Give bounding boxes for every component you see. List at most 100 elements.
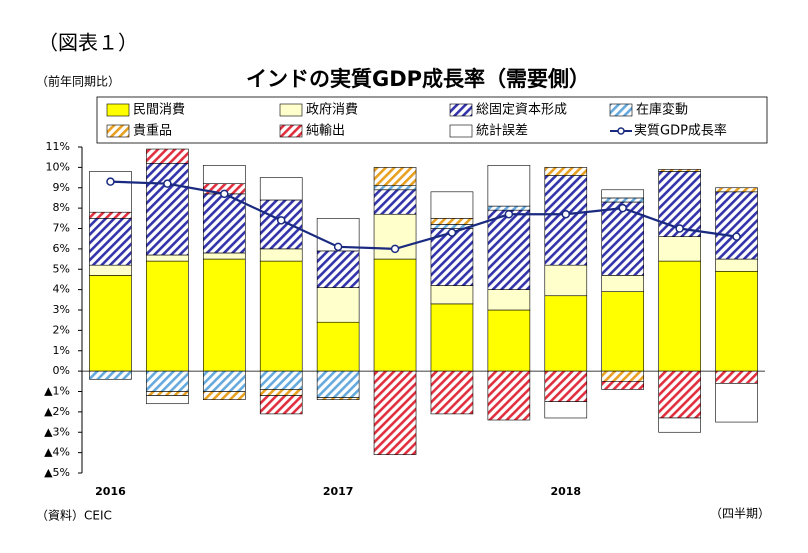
bar-segment (715, 258, 758, 272)
gdp-marker (618, 203, 627, 213)
y-tick-label: ▲2% (44, 405, 70, 418)
bar-segment (316, 287, 360, 323)
bar-segment (146, 395, 189, 405)
y-tick-label: 8% (53, 201, 70, 214)
y-tick-label: 1% (53, 344, 70, 357)
bar-segment (89, 218, 132, 266)
legend-label: 政府消費 (306, 103, 358, 118)
bar-segment (430, 303, 474, 372)
y-tick-label: 5% (53, 262, 70, 275)
legend-swatch (609, 103, 633, 117)
bar-segment (430, 191, 474, 219)
legend-label: 純輸出 (306, 124, 345, 139)
chart-title: インドの実質GDP成長率（需要側） (246, 67, 590, 91)
legend-label: 貴重品 (133, 123, 172, 139)
legend-swatch (279, 103, 303, 117)
bar-segment (544, 264, 588, 297)
bar-segment (544, 370, 588, 402)
bar-segment (544, 401, 588, 419)
bar-segment (601, 291, 645, 372)
y-tick-label: ▲5% (44, 466, 70, 479)
bar-segment (146, 148, 189, 164)
bar-segment (715, 187, 758, 193)
bar-segment (715, 370, 758, 384)
y-tick-label: 2% (53, 323, 70, 336)
x-tick-label: 2016 (95, 485, 126, 498)
bar-segment (487, 209, 531, 290)
gdp-marker (220, 189, 229, 199)
x-tick-label: 2017 (323, 485, 354, 498)
legend-swatch (449, 103, 473, 117)
bar-segment (373, 370, 417, 455)
bar-segment (658, 370, 701, 419)
bar-segment (89, 275, 132, 372)
gdp-marker (106, 177, 115, 186)
y-tick-label: 7% (53, 222, 70, 235)
bar-segment (430, 370, 474, 415)
gdp-marker (276, 216, 286, 225)
bar-segment (259, 370, 303, 390)
bar-segment (146, 370, 189, 392)
bar-segment (202, 252, 246, 260)
gdp-marker (163, 179, 172, 188)
bar-segment (658, 169, 701, 172)
y-tick-label: 10% (46, 160, 70, 173)
gdp-marker (390, 244, 400, 254)
bar-segment (202, 370, 246, 392)
x-tick-label: 2018 (550, 485, 581, 498)
bar-segment (89, 264, 132, 276)
y-tick-label: 6% (53, 242, 70, 255)
bar-segment (316, 370, 360, 398)
bar-segment (259, 177, 303, 201)
source: （資料）CEIC (36, 509, 112, 523)
bar-segment (316, 397, 360, 400)
bar-segment (658, 260, 701, 372)
bar-segment (89, 370, 132, 380)
bar-segment (202, 165, 246, 184)
legend-label: 民間消費 (133, 103, 185, 118)
bar-segment (544, 175, 588, 266)
bar-segment (715, 383, 758, 423)
y-tick-label: 9% (53, 181, 70, 194)
bar-segment (487, 370, 531, 421)
legend-swatch (106, 124, 130, 138)
legend-marker (617, 127, 625, 135)
y-tick-label: 11% (46, 140, 70, 153)
bar-segment (601, 381, 645, 390)
bar-segment (601, 197, 645, 203)
legend-box (96, 96, 768, 144)
legend-label: 実質GDP成長率 (634, 123, 727, 139)
bar-segment (430, 228, 474, 286)
bar-segment (715, 270, 758, 372)
bar-segment (202, 193, 246, 254)
legend-swatch (449, 124, 473, 138)
x-axis-label: （四半期） (710, 507, 770, 521)
bar-segment (146, 260, 189, 372)
bar-segment (89, 211, 132, 219)
y-axis-label: （前年同期比） (36, 74, 120, 89)
bar-segment (430, 285, 474, 305)
bar-segment (146, 391, 189, 396)
bar-segment (259, 389, 303, 396)
bar-segment (202, 258, 246, 372)
y-tick-label: ▲4% (44, 446, 70, 459)
gdp-marker (561, 209, 571, 219)
bar-segment (487, 205, 531, 211)
bar-segment (487, 289, 531, 311)
legend-label: 統計誤差 (476, 123, 528, 139)
bar-segment (430, 218, 474, 225)
bar-segment (601, 189, 645, 199)
bar-segment (316, 250, 360, 288)
bar-segment (259, 260, 303, 372)
bar-segment (373, 189, 417, 215)
bar-segment (373, 167, 417, 187)
legend-swatch (106, 103, 130, 117)
bar-segment (146, 163, 189, 256)
gdp-marker (504, 209, 514, 219)
legend-swatch (279, 124, 303, 138)
bar-segment (146, 254, 189, 262)
bar-segment (544, 167, 588, 176)
bar-segment (259, 248, 303, 262)
y-tick-label: 3% (53, 303, 70, 316)
